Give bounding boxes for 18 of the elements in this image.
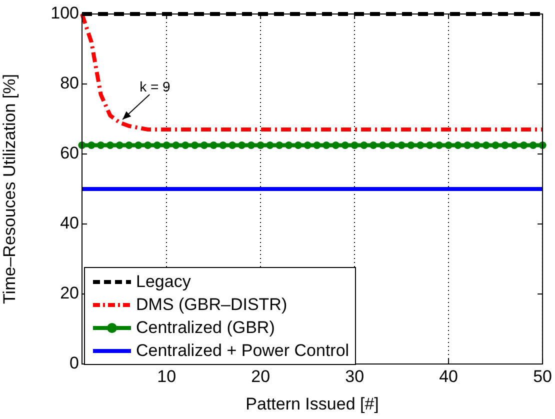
y-axis-title: Time–Resouces Utilization [%] bbox=[0, 74, 19, 304]
y-tick-label: 0 bbox=[70, 354, 79, 373]
x-tick-label: 20 bbox=[251, 366, 270, 386]
legend-label: Centralized + Power Control bbox=[136, 340, 350, 362]
y-tick-label: 60 bbox=[60, 144, 79, 163]
legend-label: Legacy bbox=[136, 271, 191, 293]
x-tick-label: 30 bbox=[345, 366, 364, 386]
y-tick-label: 20 bbox=[60, 284, 79, 303]
line-series bbox=[80, 12, 545, 132]
legend-label: Centralized (GBR) bbox=[136, 317, 275, 339]
legend-label: DMS (GBR–DISTR) bbox=[136, 294, 288, 316]
y-tick-label: 80 bbox=[60, 74, 79, 93]
y-tick-label: 40 bbox=[60, 214, 79, 233]
x-tick-label: 10 bbox=[157, 366, 176, 386]
x-tick-label: 40 bbox=[439, 366, 458, 386]
x-axis-title: Pattern Issued [#] bbox=[246, 394, 379, 414]
y-tick-label: 100 bbox=[50, 4, 79, 23]
x-tick-label: 50 bbox=[533, 366, 552, 386]
